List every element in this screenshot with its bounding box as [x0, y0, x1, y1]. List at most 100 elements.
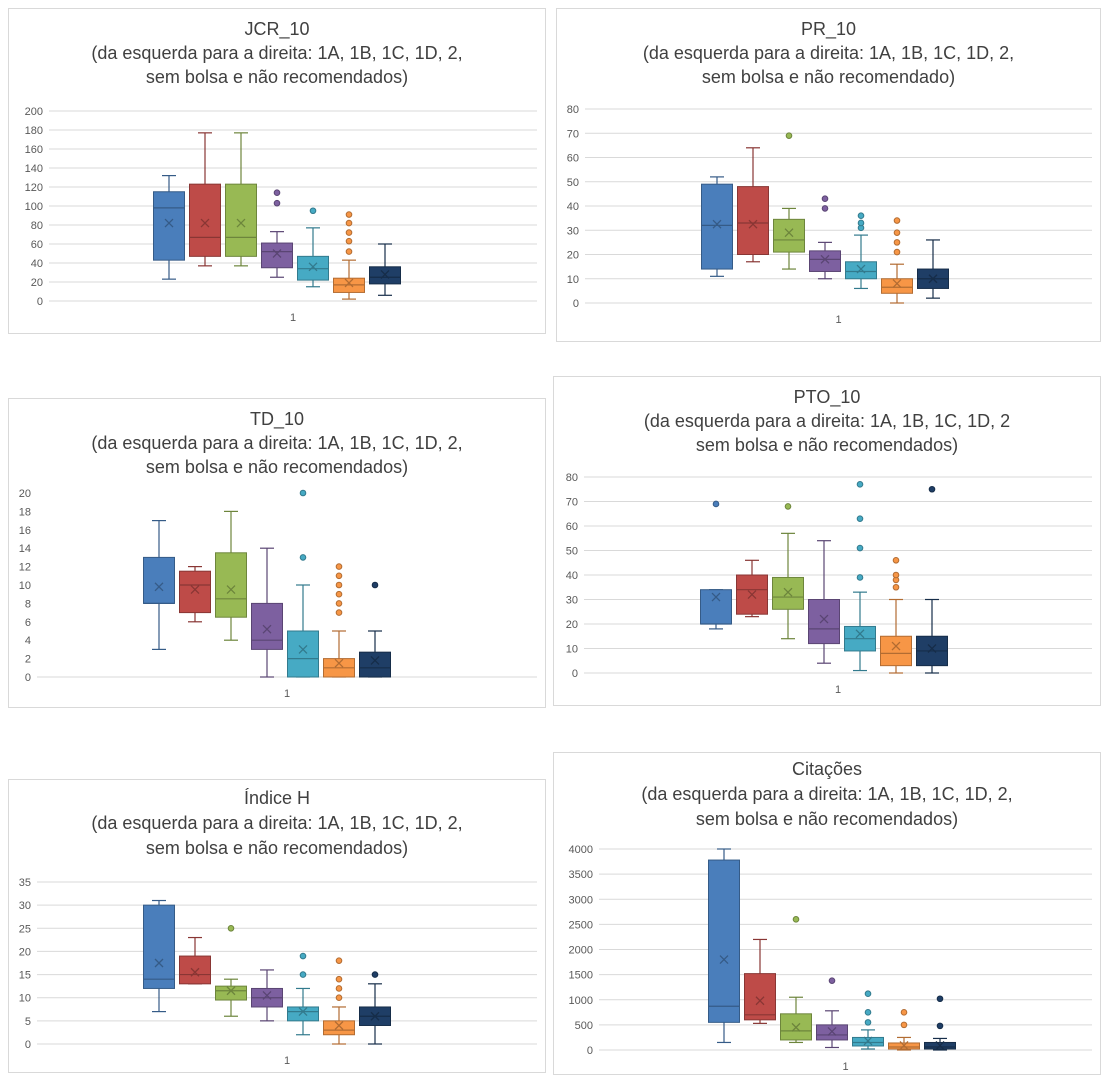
y-tick-label: 30 — [567, 225, 579, 237]
box-series-2 — [179, 566, 211, 623]
chart-subtitle-line1: (da esquerda para a direita: 1A, 1B, 1C,… — [91, 813, 463, 833]
mean-marker — [791, 1022, 801, 1032]
box-iqr — [261, 242, 293, 269]
y-tick-label: 15 — [19, 970, 31, 982]
mean-marker — [899, 1041, 909, 1050]
boxplot-indice-h: 0 5 10 15 20 25 30 35 1 — [19, 877, 537, 1067]
chart-subtitle-line2: sem bolsa e não recomendados) — [695, 809, 959, 829]
outlier-point — [893, 239, 901, 246]
y-tick-label: 30 — [19, 900, 31, 912]
mean-marker — [226, 585, 236, 595]
box-iqr — [179, 570, 211, 614]
boxplot-pr: 0 10 20 30 40 50 60 70 80 1 — [567, 104, 1092, 326]
box-iqr — [215, 985, 247, 1001]
x-tick-label: 1 — [835, 314, 841, 326]
box-series-1 — [701, 176, 733, 277]
chart-subtitle-line2: sem bolsa e não recomendados) — [145, 457, 409, 477]
y-tick-label: 30 — [566, 595, 578, 607]
chart-title: TD_10 — [249, 409, 305, 429]
outlier-point — [335, 609, 343, 616]
box-iqr — [323, 1020, 355, 1036]
box-series-7 — [359, 581, 391, 678]
y-tick-label: 10 — [567, 274, 579, 286]
box-series-7 — [917, 239, 949, 299]
outlier-point — [864, 1019, 872, 1026]
y-tick-label: 20 — [31, 277, 43, 289]
x-tick-label: 1 — [842, 1061, 848, 1073]
y-tick-label: 2000 — [569, 945, 593, 957]
y-tick-label: 0 — [25, 1039, 31, 1051]
box-iqr — [251, 602, 283, 650]
box-iqr — [881, 278, 913, 294]
box-series-6 — [333, 211, 365, 300]
x-tick-label: 1 — [290, 312, 296, 324]
box-series-5 — [845, 212, 877, 290]
outlier-point — [856, 515, 864, 522]
outlier-point — [345, 219, 353, 227]
box-series-5 — [852, 990, 884, 1050]
box-iqr — [737, 186, 769, 256]
outlier-point — [792, 916, 800, 923]
chart-panel-td: TD_10 (da esquerda para a direita: 1A, 1… — [8, 398, 546, 708]
box-iqr — [808, 599, 840, 645]
boxplot-pto: 0 10 20 30 40 50 60 70 80 1 — [566, 472, 1092, 696]
outlier-point — [784, 503, 792, 510]
y-tick-label: 80 — [566, 472, 578, 484]
chart-title: PTO_10 — [793, 387, 861, 407]
outlier-point — [856, 481, 864, 488]
mean-marker — [190, 967, 200, 977]
box-iqr — [143, 904, 175, 989]
y-tick-label: 160 — [25, 144, 43, 156]
outlier-point — [864, 990, 872, 998]
y-tick-label: 20 — [19, 488, 31, 500]
box-series-4 — [261, 189, 293, 278]
box-iqr — [153, 191, 185, 261]
box-series-6 — [888, 1009, 920, 1051]
mean-marker — [370, 1011, 380, 1021]
y-tick-label: 80 — [31, 220, 43, 232]
outlier-point — [856, 544, 864, 552]
y-tick-label: 0 — [37, 296, 43, 308]
outlier-point — [309, 207, 317, 215]
box-series-6 — [881, 217, 913, 304]
chart-subtitle-line1: (da esquerda para a direita: 1A, 1B, 1C,… — [91, 433, 463, 453]
y-tick-label: 1500 — [569, 970, 593, 982]
mean-marker — [927, 644, 937, 653]
mean-marker — [747, 590, 757, 600]
mean-marker — [820, 254, 830, 264]
y-tick-label: 120 — [25, 182, 43, 194]
y-tick-label: 40 — [566, 570, 578, 582]
y-tick-label: 1000 — [569, 995, 593, 1007]
box-iqr — [845, 261, 877, 280]
mean-marker — [719, 955, 729, 965]
outlier-point — [936, 995, 944, 1003]
mean-marker — [827, 1026, 837, 1036]
mean-marker — [334, 658, 344, 668]
y-tick-label: 70 — [567, 128, 579, 140]
box-series-3 — [225, 132, 257, 267]
box-series-1 — [143, 899, 175, 1013]
box-series-1 — [708, 848, 740, 1044]
outlier-point — [900, 1009, 908, 1016]
y-tick-label: 60 — [31, 239, 43, 251]
box-series-5 — [287, 952, 319, 1036]
mean-marker — [236, 218, 246, 228]
box-iqr — [369, 266, 401, 285]
y-tick-label: 80 — [567, 104, 579, 116]
outlier-point — [345, 237, 353, 245]
x-tick-label: 1 — [835, 684, 841, 696]
outlier-point — [936, 1022, 944, 1030]
outlier-point — [893, 217, 901, 224]
chart-title: PR_10 — [800, 19, 857, 39]
y-tick-label: 0 — [587, 1045, 593, 1057]
box-series-7 — [924, 995, 956, 1051]
y-tick-label: 14 — [19, 543, 31, 555]
y-tick-label: 140 — [25, 163, 43, 175]
y-tick-label: 0 — [572, 668, 578, 680]
y-tick-label: 4 — [25, 635, 31, 647]
box-series-6 — [323, 563, 355, 678]
mean-marker — [190, 585, 200, 595]
outlier-point — [335, 563, 343, 570]
y-tick-label: 2500 — [569, 919, 593, 931]
mean-marker — [783, 587, 793, 597]
